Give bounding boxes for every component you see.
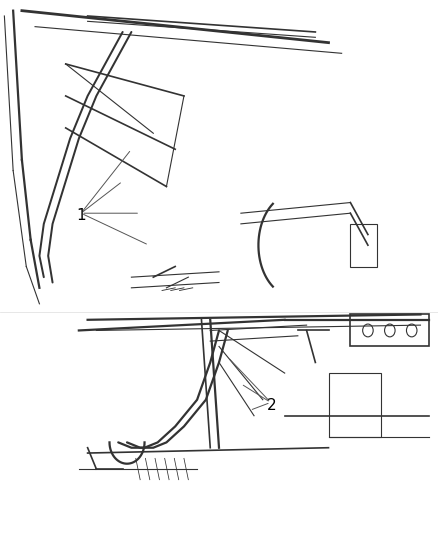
Text: 1: 1 xyxy=(76,208,86,223)
Bar xyxy=(350,224,377,266)
Text: 2: 2 xyxy=(267,398,276,413)
Bar xyxy=(328,373,381,437)
Bar xyxy=(350,314,429,346)
